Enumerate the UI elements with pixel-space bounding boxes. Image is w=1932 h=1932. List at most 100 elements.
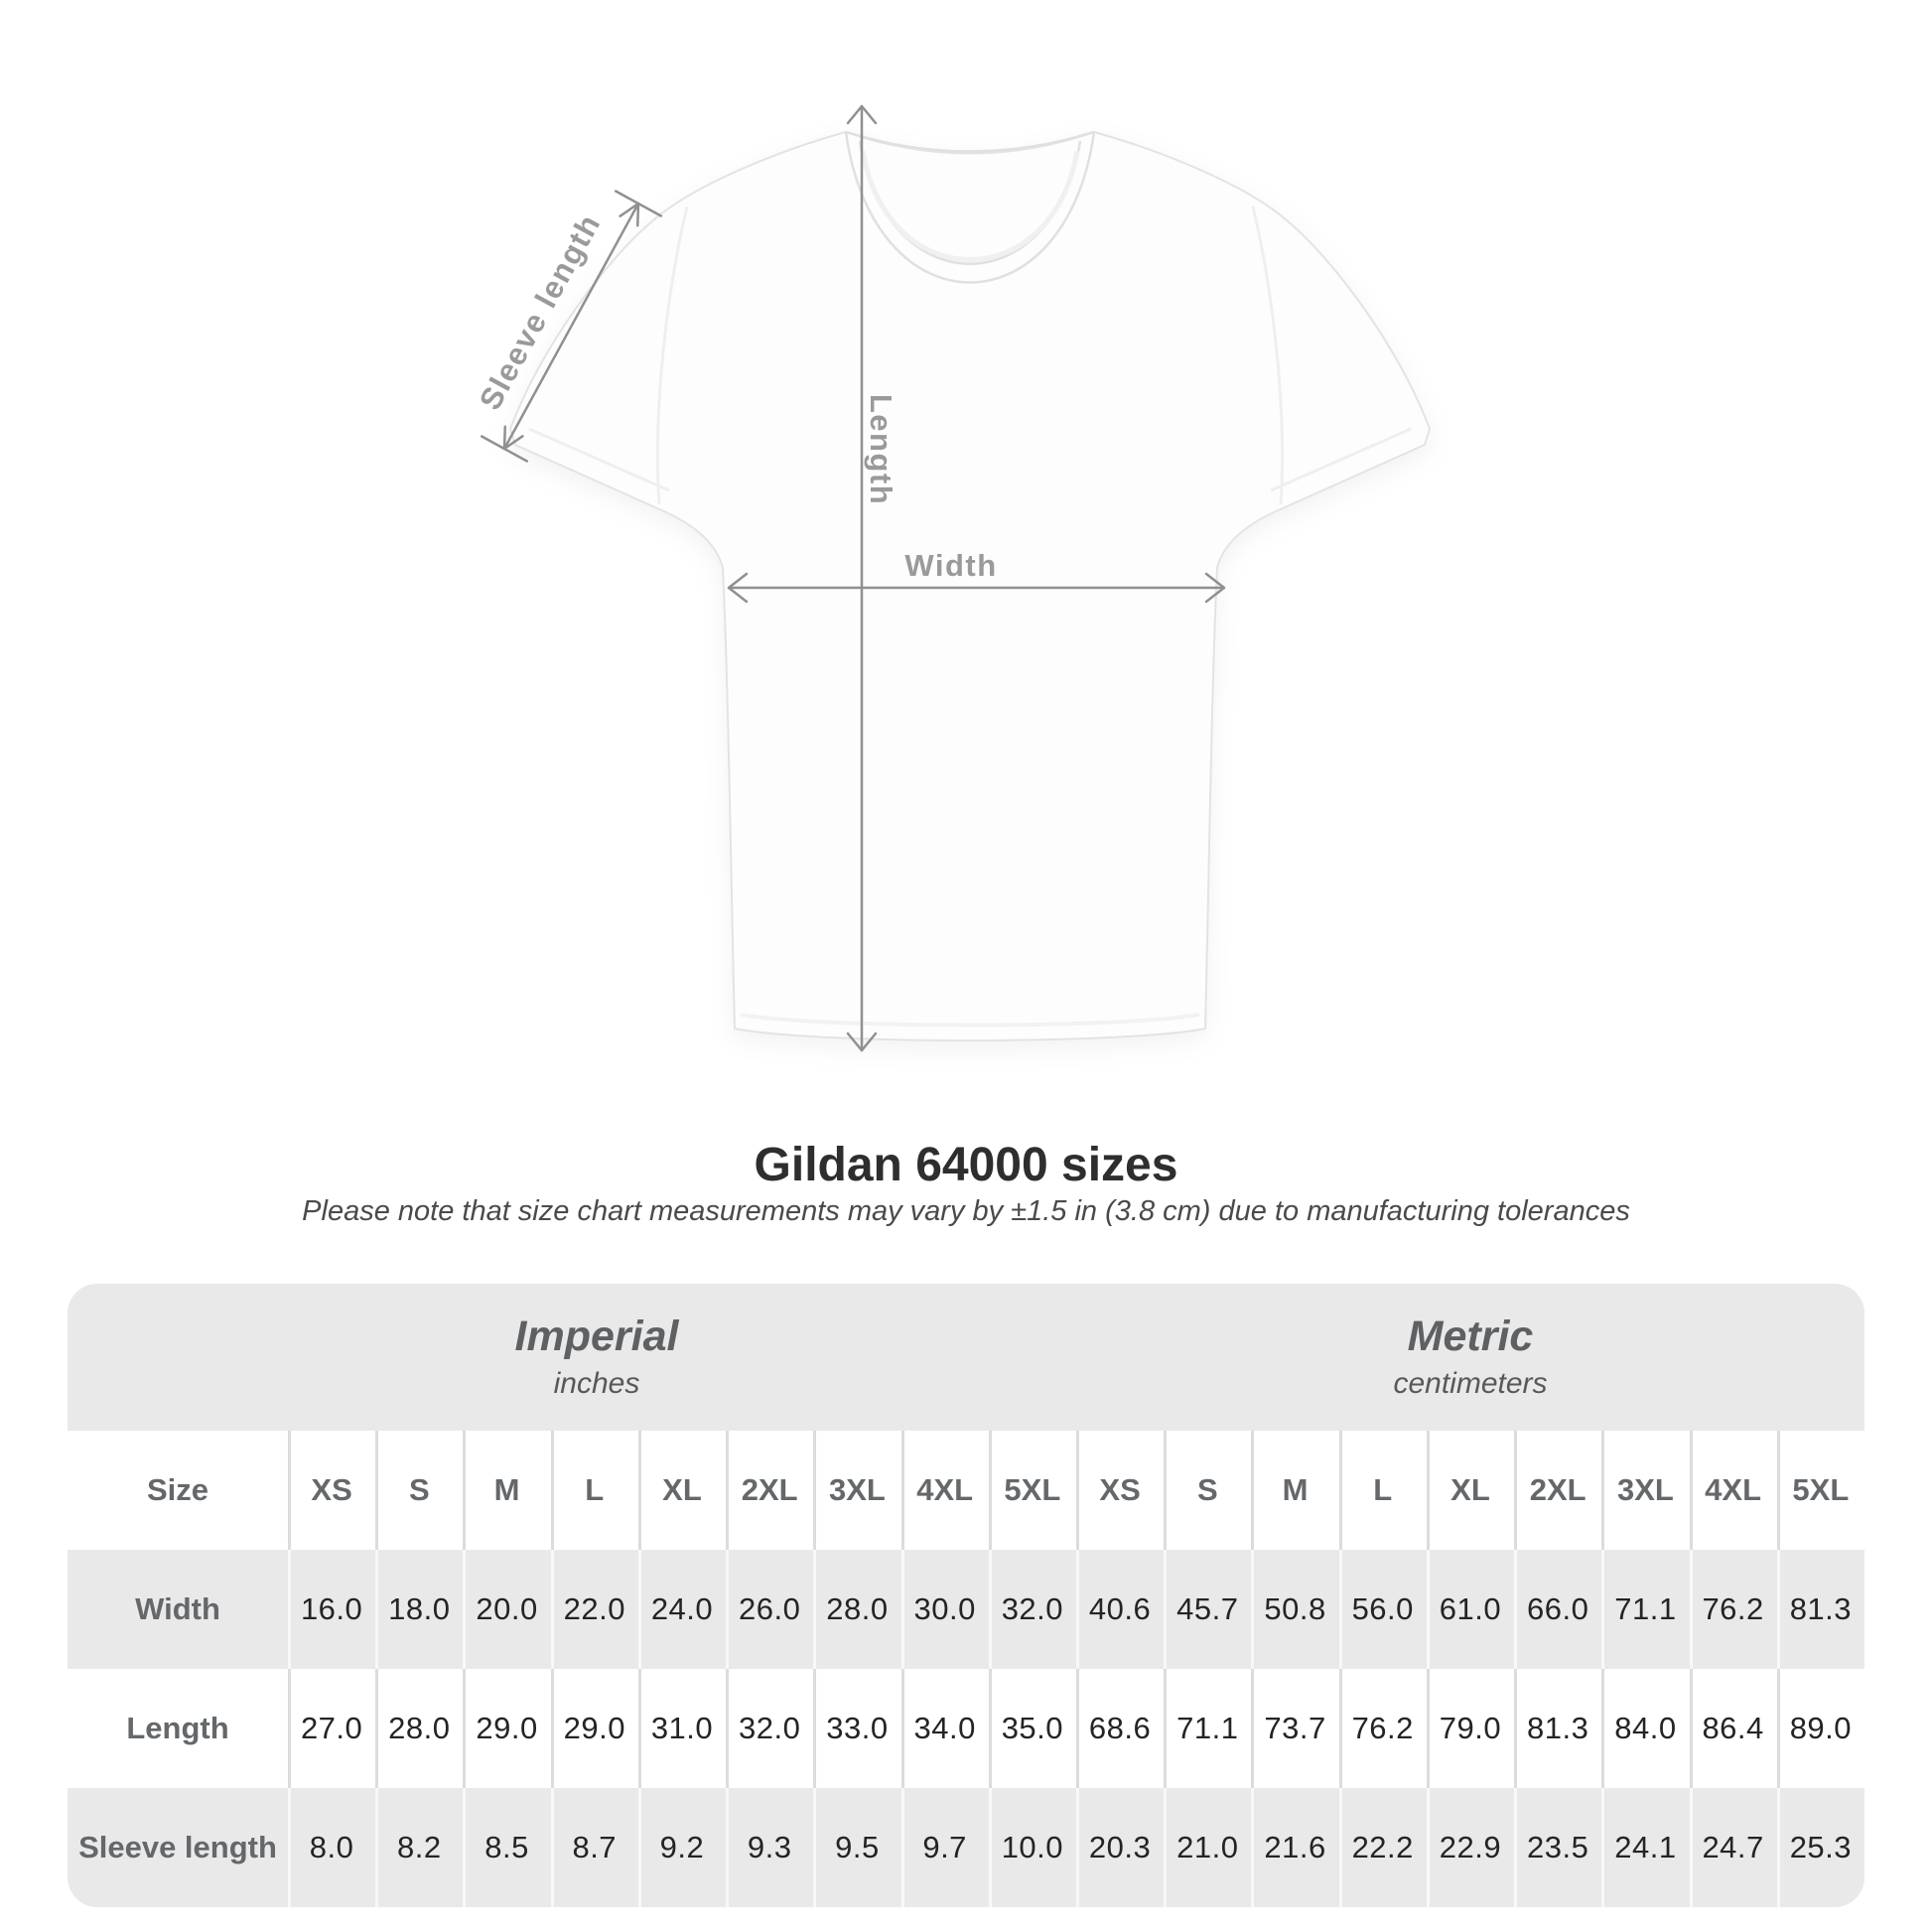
table-cell: 29.0 xyxy=(463,1669,551,1788)
table-cell: 22.0 xyxy=(550,1550,638,1669)
table-cell: 24.0 xyxy=(637,1550,727,1669)
table-cell: 18.0 xyxy=(375,1550,464,1669)
table-cell: 21.0 xyxy=(1164,1788,1252,1907)
table-cell: 28.0 xyxy=(375,1669,464,1788)
table-cell: 20.3 xyxy=(1075,1788,1165,1907)
metric-label: Metric xyxy=(1407,1311,1534,1360)
row-label: Sleeve length xyxy=(68,1788,288,1907)
bottom-hem-stitch xyxy=(740,1013,1200,1028)
row-label: Length xyxy=(68,1669,288,1788)
table-cell: 66.0 xyxy=(1514,1550,1602,1669)
table-cell: 35.0 xyxy=(988,1669,1076,1788)
collar-front-outer xyxy=(844,131,1096,284)
size-table-grid: Imperial inches Metric centimeters Size … xyxy=(68,1284,1864,1907)
table-cell: 22.2 xyxy=(1338,1788,1427,1907)
table-cell: 71.1 xyxy=(1601,1550,1690,1669)
table-cell: 29.0 xyxy=(550,1669,638,1788)
table-cell: 30.0 xyxy=(900,1550,989,1669)
size-header-row: Size XS S M L XL 2XL 3XL 4XL 5XL XS S M … xyxy=(68,1431,1864,1550)
size-table: Imperial inches Metric centimeters Size … xyxy=(68,1284,1864,1907)
size-column-header: Size xyxy=(68,1431,288,1550)
size-header: S xyxy=(375,1431,464,1550)
table-cell: 68.6 xyxy=(1075,1669,1165,1788)
row-label: Width xyxy=(68,1550,288,1669)
page-title: Gildan 64000 sizes xyxy=(754,1139,1178,1191)
size-header: S xyxy=(1164,1431,1252,1550)
table-cell: 32.0 xyxy=(726,1669,814,1788)
size-header: 4XL xyxy=(900,1431,989,1550)
table-cell: 32.0 xyxy=(988,1550,1076,1669)
table-cell: 86.4 xyxy=(1689,1669,1777,1788)
table-cell: 45.7 xyxy=(1164,1550,1252,1669)
table-cell: 71.1 xyxy=(1164,1669,1252,1788)
size-header: 2XL xyxy=(1514,1431,1602,1550)
table-cell: 25.3 xyxy=(1776,1788,1864,1907)
table-cell: 20.0 xyxy=(463,1550,551,1669)
imperial-unit: inches xyxy=(553,1367,640,1401)
size-header: 3XL xyxy=(1601,1431,1690,1550)
metric-header: Metric centimeters xyxy=(1075,1284,1864,1431)
size-header: M xyxy=(463,1431,551,1550)
table-cell: 56.0 xyxy=(1338,1550,1427,1669)
table-cell: 34.0 xyxy=(900,1669,989,1788)
table-cell: 8.7 xyxy=(550,1788,638,1907)
table-cell: 9.7 xyxy=(900,1788,989,1907)
width-row: Width 16.0 18.0 20.0 22.0 24.0 26.0 28.0… xyxy=(68,1550,1864,1669)
length-row: Length 27.0 28.0 29.0 29.0 31.0 32.0 33.… xyxy=(68,1669,1864,1788)
size-header: M xyxy=(1251,1431,1339,1550)
right-sleeve-seam xyxy=(1251,206,1285,505)
table-cell: 8.2 xyxy=(375,1788,464,1907)
right-sleeve-hem xyxy=(1270,427,1412,492)
table-cell: 28.0 xyxy=(813,1550,901,1669)
size-header: 3XL xyxy=(813,1431,901,1550)
size-header: XS xyxy=(288,1431,376,1550)
table-cell: 27.0 xyxy=(288,1669,376,1788)
size-header: L xyxy=(550,1431,638,1550)
table-cell: 76.2 xyxy=(1689,1550,1777,1669)
table-cell: 10.0 xyxy=(988,1788,1076,1907)
left-sleeve-hem xyxy=(528,427,670,492)
sleeve-length-row: Sleeve length 8.0 8.2 8.5 8.7 9.2 9.3 9.… xyxy=(68,1788,1864,1907)
imperial-header: Imperial inches xyxy=(68,1284,1076,1431)
arrowhead-right-icon xyxy=(1204,572,1226,604)
table-cell: 81.3 xyxy=(1514,1669,1602,1788)
table-cell: 9.3 xyxy=(726,1788,814,1907)
size-header: 2XL xyxy=(726,1431,814,1550)
table-cell: 22.9 xyxy=(1426,1788,1515,1907)
size-header: XS xyxy=(1075,1431,1165,1550)
tshirt-graphic xyxy=(508,130,1432,1041)
tick-top xyxy=(614,190,663,217)
length-dimension-label: Length xyxy=(864,394,898,505)
table-cell: 23.5 xyxy=(1514,1788,1602,1907)
table-cell: 40.6 xyxy=(1075,1550,1165,1669)
table-cell: 16.0 xyxy=(288,1550,376,1669)
table-cell: 33.0 xyxy=(813,1669,901,1788)
table-cell: 8.5 xyxy=(463,1788,551,1907)
metric-unit: centimeters xyxy=(1393,1367,1548,1401)
table-cell: 8.0 xyxy=(288,1788,376,1907)
table-cell: 21.6 xyxy=(1251,1788,1339,1907)
size-header: XL xyxy=(637,1431,727,1550)
imperial-label: Imperial xyxy=(514,1311,679,1360)
arrowhead-down-icon xyxy=(846,1032,878,1052)
table-cell: 9.2 xyxy=(637,1788,727,1907)
size-header: 4XL xyxy=(1689,1431,1777,1550)
tolerance-disclaimer: Please note that size chart measurements… xyxy=(302,1195,1630,1227)
width-dimension: Width xyxy=(727,548,1226,604)
tshirt-body xyxy=(508,130,1432,1041)
table-cell: 61.0 xyxy=(1426,1550,1515,1669)
left-sleeve-seam xyxy=(655,206,689,505)
table-cell: 26.0 xyxy=(726,1550,814,1669)
size-header: 5XL xyxy=(1776,1431,1864,1550)
table-cell: 79.0 xyxy=(1426,1669,1515,1788)
size-header: 5XL xyxy=(988,1431,1076,1550)
table-cell: 50.8 xyxy=(1251,1550,1339,1669)
table-cell: 89.0 xyxy=(1776,1669,1864,1788)
table-cell: 84.0 xyxy=(1601,1669,1690,1788)
collar-shadow xyxy=(860,150,1080,262)
size-header: L xyxy=(1338,1431,1427,1550)
arrowhead-up-icon xyxy=(846,104,878,125)
table-cell: 24.1 xyxy=(1601,1788,1690,1907)
tick-bottom xyxy=(480,435,529,463)
